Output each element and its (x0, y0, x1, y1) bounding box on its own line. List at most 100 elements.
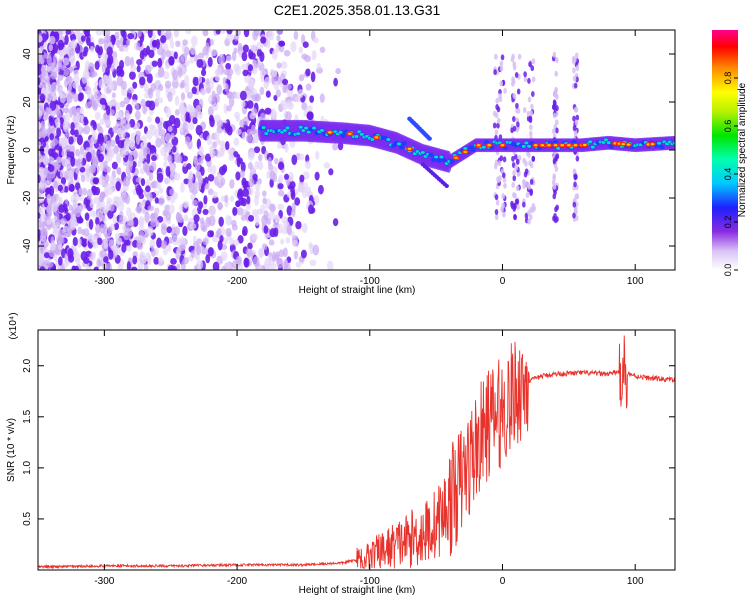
spectrogram-cell (85, 199, 91, 207)
spectrogram-cell (190, 250, 196, 258)
spectrogram-band (521, 144, 526, 148)
spectrogram-cell (528, 61, 532, 68)
spectrogram-cell (269, 170, 275, 181)
spectrogram-cell (111, 92, 116, 99)
spectrogram-cell (530, 103, 534, 110)
spectrogram-cell (256, 41, 264, 50)
spectrogram-cell (499, 60, 504, 67)
spectrogram-cell (493, 69, 497, 76)
spectrogram-cell (74, 193, 80, 202)
spectrogram-cell (273, 94, 278, 102)
spectrogram-cell (70, 156, 76, 167)
spectrogram-cell (281, 227, 289, 235)
spectrogram-cell (286, 224, 293, 236)
spectrogram-band (296, 132, 301, 136)
spectrogram-cell (121, 243, 127, 253)
spectrogram-cell (529, 206, 533, 213)
spectrogram-cell (70, 122, 75, 131)
spectrogram-cell (572, 201, 577, 208)
spectrogram-cell (552, 51, 557, 58)
spectrogram-cell (225, 55, 232, 62)
spectrogram-band (399, 145, 405, 150)
spectrogram-cell (269, 228, 277, 238)
spectrogram-cell (243, 257, 250, 268)
spectrogram-cell (223, 68, 231, 76)
spectrogram-ytick-label: -40 (22, 238, 33, 253)
spectrogram-cell (115, 181, 121, 192)
spectrogram-cell (119, 210, 124, 221)
spectrogram-cell (312, 244, 320, 256)
spectrogram-cell (523, 76, 528, 83)
spectrogram-cell (89, 69, 96, 79)
snr-series-line (38, 335, 675, 570)
spectrogram-cell (493, 163, 498, 170)
spectrogram-cell (319, 46, 326, 54)
spectrogram-cell (189, 106, 196, 117)
spectrogram-cell (254, 161, 260, 170)
spectrogram-cell (572, 75, 577, 82)
spectrogram-cell (524, 168, 529, 175)
spectrogram-cell (182, 39, 188, 46)
spectrogram-cell (552, 112, 557, 119)
spectrogram-cell (107, 186, 114, 195)
spectrogram-cell (515, 158, 520, 165)
spectrogram-cell (43, 240, 49, 248)
spectrogram-cell (92, 101, 98, 112)
spectrogram-cell (284, 143, 289, 153)
spectrogram-cell (522, 157, 526, 164)
spectrogram-cell (528, 214, 533, 221)
spectrogram-cell (98, 38, 106, 45)
spectrogram-cell (56, 156, 62, 164)
colorbar-tick-label: 0.8 (723, 72, 733, 85)
spectrogram-cell (260, 36, 267, 44)
spectrogram-cell (232, 239, 240, 246)
spectrogram-cell (147, 88, 153, 95)
spectrogram-cell (90, 135, 98, 145)
spectrogram-cell (48, 148, 54, 157)
spectrogram-cell (166, 243, 172, 252)
spectrogram-cell (195, 244, 202, 256)
spectrogram-cell (127, 87, 134, 94)
spectrogram-cell (76, 158, 81, 167)
spectrogram-cell (167, 126, 173, 133)
spectrogram-xtick-label: -200 (227, 276, 247, 287)
spectrogram-cell (516, 204, 520, 211)
spectrogram-cell (208, 114, 214, 123)
spectrogram-cell (130, 266, 138, 270)
spectrogram-cell (122, 30, 127, 41)
spectrogram-peak (500, 144, 505, 147)
spectrogram-cell (117, 140, 125, 149)
spectrogram-cell (103, 160, 108, 168)
spectrogram-xtick-label: 0 (500, 276, 506, 287)
spectrogram-cell (214, 148, 219, 157)
spectrogram-cell (282, 78, 289, 86)
spectrogram-cell (91, 155, 97, 165)
spectrogram-cell (91, 251, 96, 262)
spectrogram-cell (108, 239, 115, 249)
spectrogram-peak (626, 143, 631, 146)
spectrogram-cell (149, 239, 156, 249)
spectrogram-cell (206, 135, 213, 146)
spectrogram-cell (163, 153, 169, 162)
spectrogram-cell (198, 145, 204, 157)
spectrogram-ytick-label: 0 (22, 147, 33, 153)
spectrogram-cell (172, 235, 179, 246)
spectrogram-ytick-label: -20 (22, 190, 33, 205)
spectrogram-cell (116, 167, 121, 175)
spectrogram-cell (295, 261, 302, 268)
spectrogram-cell (249, 44, 257, 52)
spectrogram-cell (70, 39, 78, 49)
spectrogram-cell (144, 64, 152, 75)
spectrogram-cell (512, 116, 516, 123)
spectrogram-cell (160, 225, 168, 236)
spectrogram-cell (96, 237, 103, 246)
spectrogram-cell (228, 96, 235, 108)
spectrogram-cell (197, 111, 203, 120)
spectrogram-cell (274, 214, 281, 223)
spectrogram-cell (155, 88, 161, 99)
spectrogram-cell (81, 239, 88, 248)
spectrogram-cell (86, 36, 91, 46)
spectrogram-cell (531, 155, 536, 162)
spectrogram-cell (224, 262, 231, 270)
